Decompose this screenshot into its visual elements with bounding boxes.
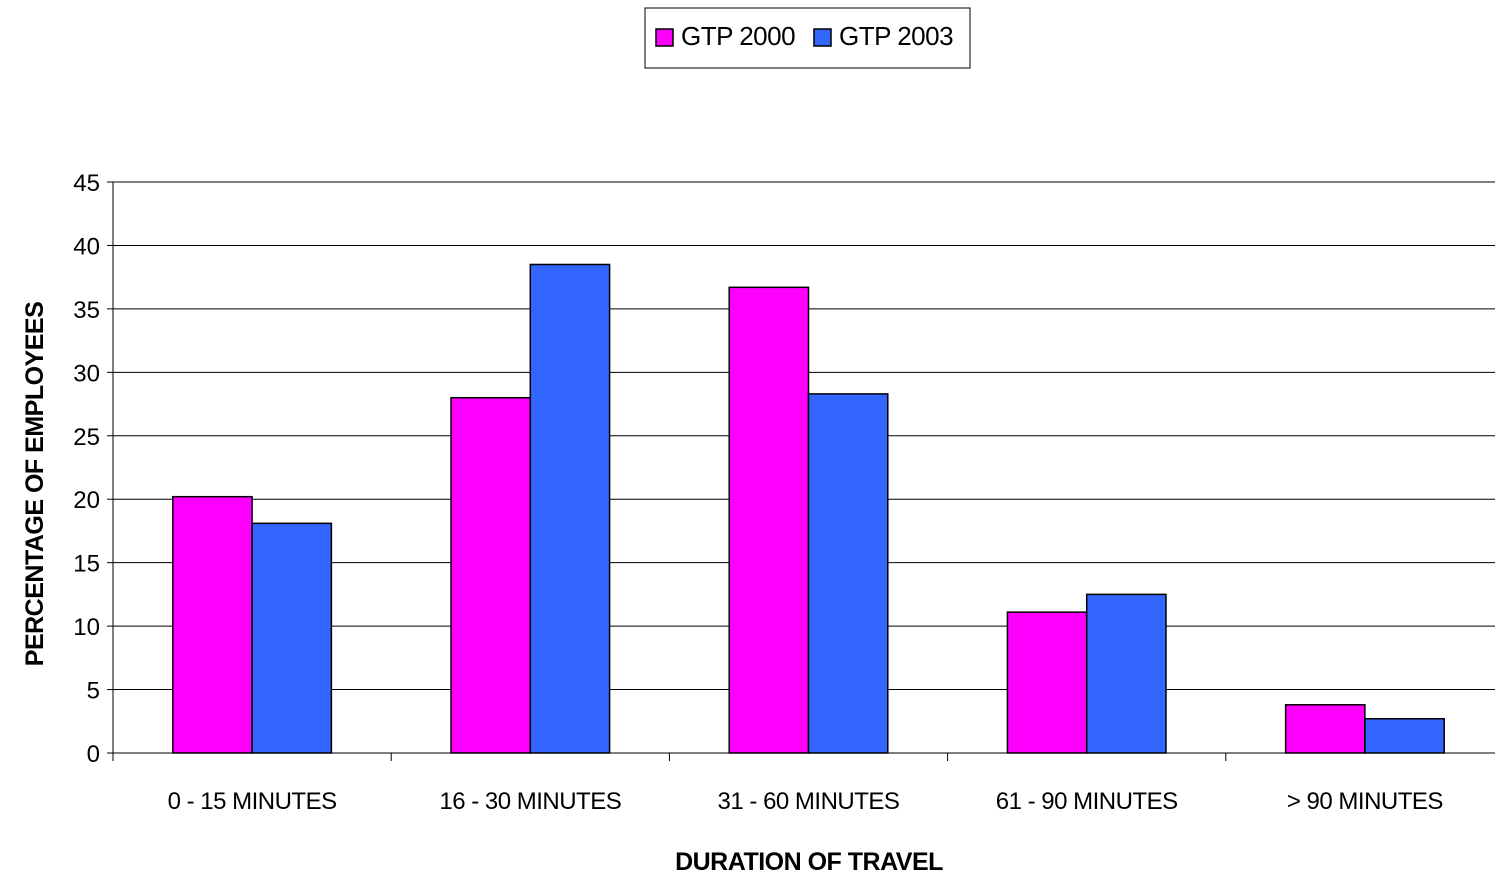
x-tick-label-61-90-minutes: 61 - 90 MINUTES	[996, 788, 1178, 815]
bar-gtp-2000-16-30-minutes	[450, 396, 532, 754]
y-tick-label-45: 45	[73, 170, 100, 197]
bar-gtp-2000-61-90-minutes	[1006, 611, 1088, 754]
bars	[172, 263, 1445, 754]
y-tick-label-10: 10	[73, 614, 100, 641]
axes	[112, 182, 1495, 754]
legend-swatch-gtp-2000	[655, 28, 674, 47]
x-tick-label-90-minutes: > 90 MINUTES	[1287, 788, 1443, 815]
legend-label-gtp-2003: GTP 2003	[839, 21, 953, 51]
y-tick-label-0: 0	[87, 741, 100, 768]
y-tick-label-5: 5	[87, 678, 100, 705]
y-tick-label-40: 40	[73, 233, 100, 260]
legend-label-gtp-2000: GTP 2000	[681, 21, 795, 51]
bar-gtp-2003-90-minutes	[1364, 717, 1445, 754]
y-ticks: 0 5 10 15 20 25 30 35 40 45	[73, 170, 113, 768]
legend-box	[644, 7, 971, 69]
bar-gtp-2003-16-30-minutes	[529, 263, 611, 754]
y-tick-label-15: 15	[73, 551, 100, 578]
y-axis-title: PERCENTAGE OF EMPLOYEES	[21, 302, 49, 666]
bar-gtp-2003-61-90-minutes	[1085, 593, 1167, 754]
x-tick-labels: 0 - 15 MINUTES 16 - 30 MINUTES 31 - 60 MIN…	[112, 753, 1443, 815]
bar-gtp-2003-31-60-minutes	[807, 393, 889, 754]
bar-gtp-2003-0-15-minutes	[251, 522, 333, 754]
legend: GTP 2000 GTP 2003	[644, 7, 971, 69]
bar-gtp-2000-90-minutes	[1284, 704, 1366, 754]
x-tick-label-31-60-minutes: 31 - 60 MINUTES	[718, 788, 900, 815]
x-tick-label-0-15-minutes: 0 - 15 MINUTES	[168, 788, 337, 815]
x-tick-label-16-30-minutes: 16 - 30 MINUTES	[439, 788, 621, 815]
y-tick-label-35: 35	[73, 297, 100, 324]
bar-gtp-2000-31-60-minutes	[728, 286, 810, 754]
bar-gtp-2000-0-15-minutes	[172, 495, 253, 754]
legend-swatch-gtp-2003	[813, 28, 832, 47]
y-tick-label-25: 25	[73, 424, 100, 451]
y-tick-label-30: 30	[73, 360, 100, 387]
x-axis-title: DURATION OF TRAVEL	[675, 848, 943, 876]
y-tick-label-20: 20	[73, 487, 100, 514]
